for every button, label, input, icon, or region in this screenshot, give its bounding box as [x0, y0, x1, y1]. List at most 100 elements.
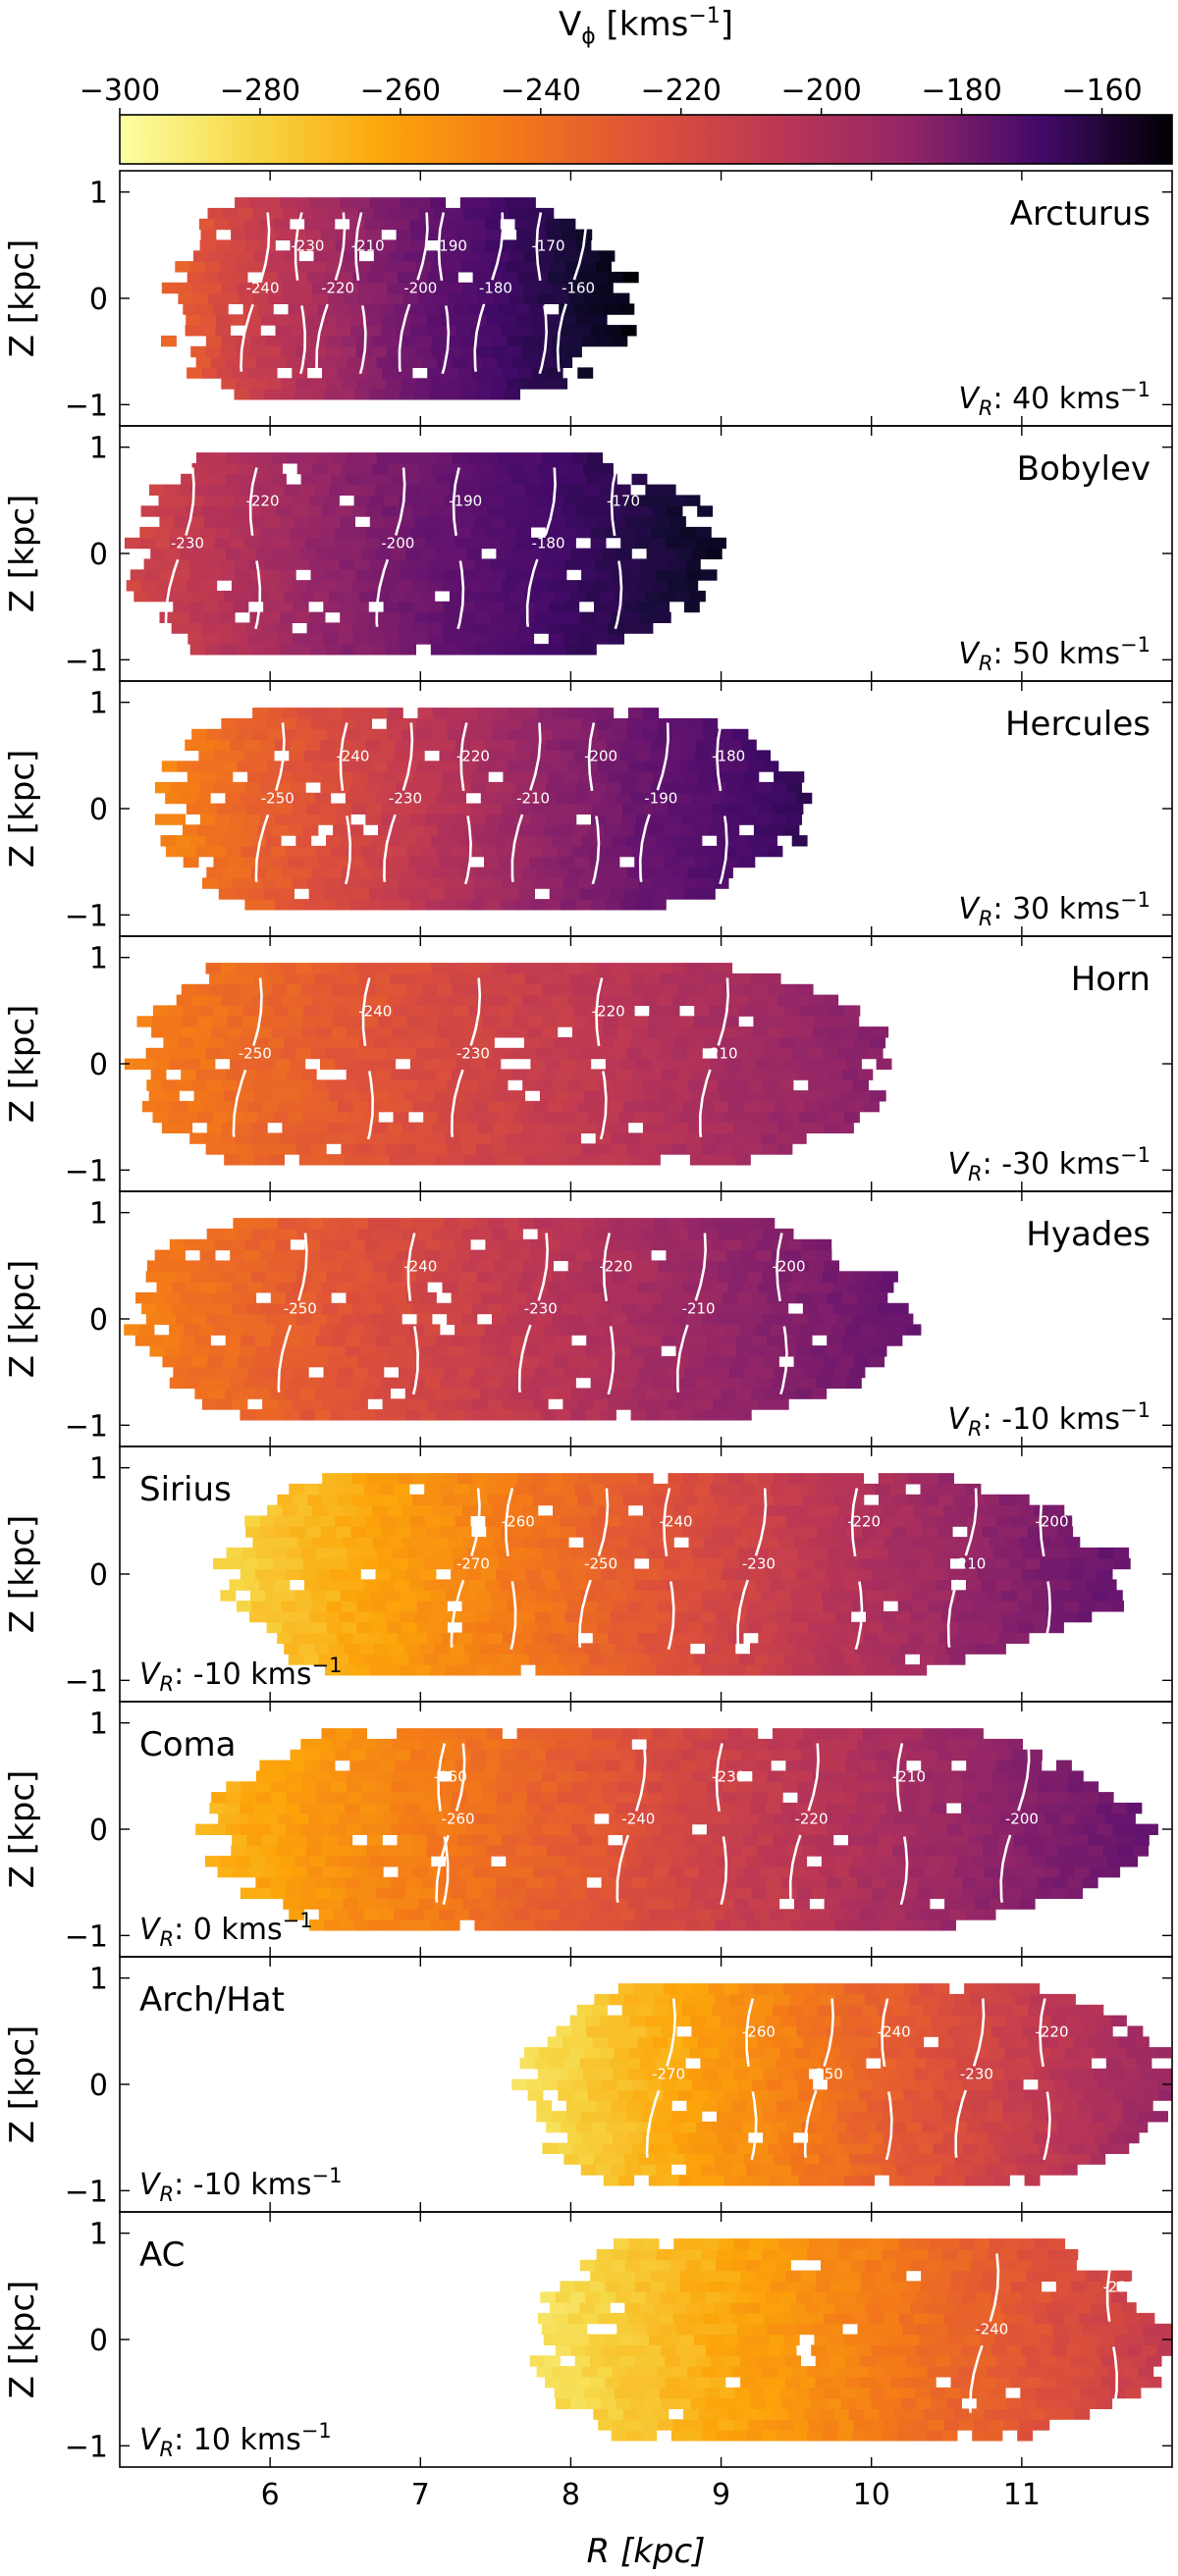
- heatmap-cell: [619, 1909, 635, 1920]
- heatmap-cell: [709, 1654, 725, 1665]
- heatmap-cell: [744, 1218, 760, 1230]
- heatmap-cell: [672, 1601, 688, 1612]
- heatmap-cell: [296, 1601, 312, 1612]
- heatmap-cell: [1003, 1621, 1019, 1634]
- heatmap-cell: [238, 1355, 253, 1368]
- heatmap-cell: [683, 1218, 700, 1230]
- heatmap-cell: [264, 611, 281, 623]
- heatmap-cell: [405, 845, 422, 858]
- heatmap-cell: [387, 994, 402, 1006]
- heatmap-cell: [177, 761, 193, 772]
- heatmap-cell: [505, 611, 521, 623]
- heatmap-cell: [387, 708, 403, 719]
- heatmap-cell: [739, 1005, 756, 1017]
- heatmap-cell: [799, 1005, 816, 1017]
- heatmap-cell: [1038, 1547, 1054, 1559]
- heatmap-cell: [482, 452, 498, 464]
- heatmap-cell: [567, 462, 584, 475]
- heatmap-cell: [589, 1483, 606, 1496]
- heatmap-cell: [492, 761, 509, 772]
- heatmap-cell: [727, 1632, 744, 1644]
- heatmap-cell: [251, 462, 268, 475]
- heatmap-cell: [936, 1515, 952, 1527]
- heatmap-cell: [383, 601, 400, 613]
- heatmap-cell: [298, 1643, 315, 1655]
- heatmap-cell: [337, 771, 353, 783]
- heatmap-cell: [195, 548, 211, 559]
- heatmap-cell: [476, 1601, 493, 1612]
- heatmap-cell: [161, 1079, 178, 1091]
- heatmap-cell: [744, 1366, 761, 1379]
- heatmap-cell: [680, 1515, 697, 1527]
- heatmap-cell: [766, 1568, 782, 1580]
- heatmap-cell: [386, 835, 402, 847]
- heatmap-cell: [331, 1547, 348, 1559]
- heatmap-cell: [695, 1515, 712, 1527]
- heatmap-cell: [434, 250, 450, 262]
- heatmap-cell: [255, 473, 272, 486]
- heatmap-cell: [413, 495, 430, 506]
- heatmap-cell: [323, 1218, 340, 1230]
- heatmap-cell: [496, 473, 512, 486]
- heatmap-cell: [240, 1388, 256, 1399]
- heatmap-cell: [416, 994, 433, 1006]
- heatmap-cell: [417, 462, 434, 475]
- heatmap-cell: [281, 1143, 296, 1155]
- heatmap-cell: [177, 282, 192, 294]
- heatmap-cell: [940, 1919, 956, 1931]
- heatmap-cell: [171, 580, 187, 592]
- heatmap-cell: [202, 1366, 219, 1379]
- heatmap-cell: [401, 1047, 417, 1060]
- heatmap-cell: [244, 325, 261, 337]
- heatmap-cell: [356, 761, 373, 772]
- heatmap-cell: [146, 1079, 163, 1091]
- heatmap-cell: [320, 781, 337, 794]
- heatmap-cell: [474, 1919, 491, 1931]
- heatmap-cell: [484, 1579, 501, 1591]
- heatmap-cell: [511, 473, 527, 486]
- heatmap-cell: [857, 1069, 874, 1080]
- heatmap-cell: [532, 877, 549, 889]
- heatmap-cell: [287, 1016, 303, 1027]
- heatmap-cell: [705, 1643, 721, 1655]
- heatmap-cell: [691, 792, 708, 805]
- heatmap-cell: [171, 505, 187, 517]
- heatmap-cell: [889, 1483, 906, 1496]
- heatmap-cell: [442, 1473, 458, 1485]
- heatmap-cell: [486, 505, 503, 517]
- heatmap-cell: [597, 1047, 613, 1060]
- heatmap-cell: [410, 1526, 427, 1538]
- heatmap-cell: [723, 983, 739, 996]
- heatmap-cell: [770, 1483, 786, 1496]
- heatmap-cell: [684, 1366, 700, 1379]
- heatmap-cell: [485, 1238, 502, 1251]
- heatmap-cell: [366, 505, 383, 517]
- heatmap-cell: [815, 1909, 831, 1920]
- heatmap-cell: [554, 250, 570, 262]
- heatmap-cell: [443, 877, 458, 889]
- heatmap-cell: [312, 1122, 328, 1133]
- heatmap-cell: [349, 1377, 366, 1389]
- heatmap-cell: [622, 1632, 639, 1644]
- heatmap-cell: [646, 792, 663, 805]
- heatmap-cell: [326, 963, 342, 974]
- heatmap-cell: [837, 1601, 854, 1612]
- heatmap-cell: [387, 1122, 403, 1133]
- heatmap-cell: [671, 717, 688, 730]
- heatmap-cell: [553, 462, 568, 475]
- heatmap-cell: [391, 1291, 407, 1304]
- heatmap-cell: [585, 1568, 602, 1580]
- heatmap-cell: [539, 1090, 556, 1102]
- heatmap-cell: [293, 1218, 309, 1230]
- heatmap-cell: [449, 590, 465, 603]
- heatmap-cell: [579, 1919, 596, 1931]
- heatmap-cell: [169, 1324, 185, 1336]
- heatmap-cell: [386, 345, 402, 358]
- contour-label: -190: [434, 237, 467, 254]
- heatmap-cell: [570, 1568, 587, 1580]
- heatmap-cell: [574, 1324, 591, 1336]
- heatmap-cell: [391, 1876, 407, 1889]
- heatmap-cell: [343, 292, 359, 304]
- heatmap-cell: [373, 1898, 390, 1910]
- heatmap-cell: [412, 1632, 428, 1644]
